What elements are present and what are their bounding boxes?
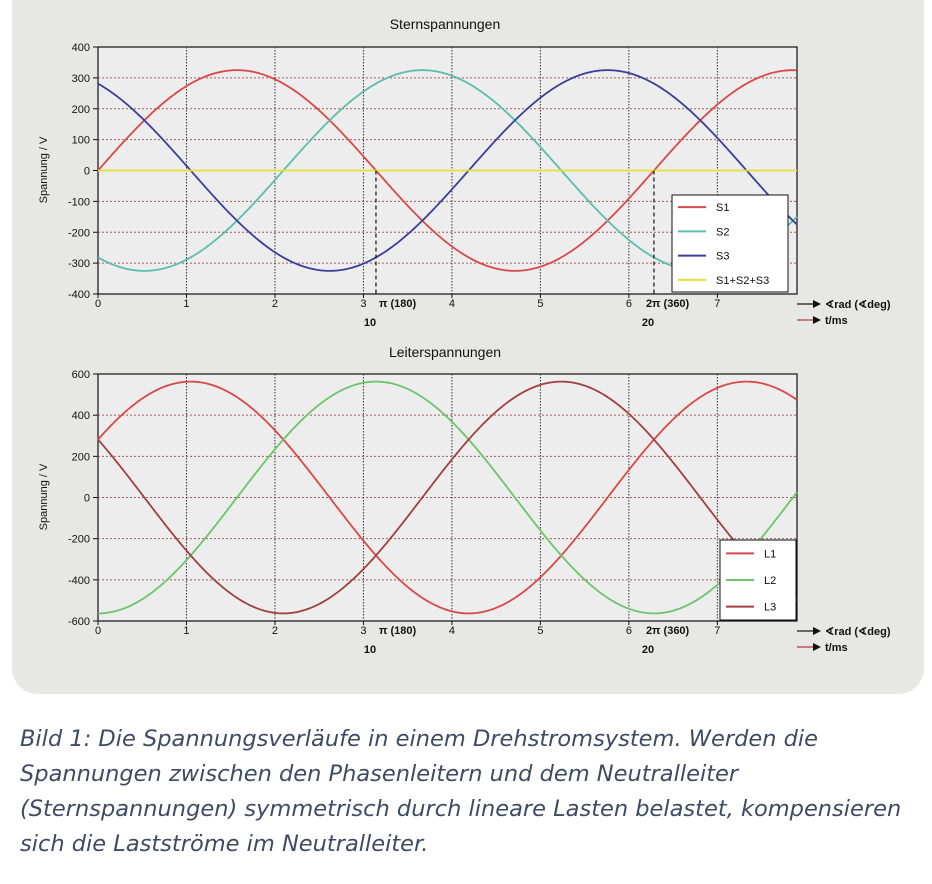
series-s3-line xyxy=(97,69,798,272)
legend-label: S3 xyxy=(716,251,729,263)
x-tick-label: 1 xyxy=(183,298,189,310)
legend-label: L3 xyxy=(764,602,776,614)
y-tick-label: -200 xyxy=(68,227,90,239)
y-tick-label: 100 xyxy=(72,135,90,147)
x-tick-label: 0 xyxy=(95,298,101,310)
x-tick-label: 7 xyxy=(714,625,720,637)
legend-box xyxy=(671,194,789,293)
x-tick-label: 0 xyxy=(95,625,101,637)
x-tick-label: 3 xyxy=(360,298,366,310)
series-l2-line xyxy=(97,380,798,615)
y-tick-label: -400 xyxy=(68,289,90,301)
figure-caption: Bild 1: Die Spannungsverläufe in einem D… xyxy=(20,726,902,857)
chart-title: Leiterspannungen xyxy=(389,344,501,360)
y-tick-label: -300 xyxy=(68,258,90,270)
y-tick-label: 0 xyxy=(84,166,90,178)
ms-20-label: 20 xyxy=(642,317,654,329)
legend-label: S2 xyxy=(716,226,729,238)
rad-axis-arrow-head xyxy=(813,627,821,635)
series-s1-line xyxy=(97,69,798,272)
x-tick-label: 7 xyxy=(714,298,720,310)
x-axis-label-rad: ∢rad (∢deg) xyxy=(825,299,891,311)
chart-2: 600 400 200 0 -200 -400 -600 0 1 2 3 4 5 6 7 π (180) 2π … xyxy=(38,344,891,656)
y-axis-label: Spannung / V xyxy=(38,136,50,203)
x-tick-label: 5 xyxy=(537,625,543,637)
series-l1-line xyxy=(97,380,798,615)
x-axis-label-ms: t/ms xyxy=(825,315,848,327)
legend-label: S1+S2+S3 xyxy=(716,275,769,287)
y-tick-label: 600 xyxy=(72,369,90,381)
x-tick-label: 2 xyxy=(272,298,278,310)
two-pi-marker-label: 2π (360) xyxy=(646,625,690,637)
y-axis-label: Spannung / V xyxy=(38,463,50,530)
y-tick-label: -400 xyxy=(68,575,90,587)
x-axis-label-ms: t/ms xyxy=(825,642,848,654)
legend-label: L2 xyxy=(764,575,776,587)
series-l3-line xyxy=(97,380,798,615)
legend-label: L1 xyxy=(764,548,776,560)
x-tick-label: 3 xyxy=(360,625,366,637)
y-tick-label: -600 xyxy=(68,616,90,628)
y-tick-label: -100 xyxy=(68,196,90,208)
ms-10-label: 10 xyxy=(364,317,376,329)
ms-axis-arrow-head xyxy=(813,316,821,324)
two-pi-marker-label: 2π (360) xyxy=(646,298,690,310)
y-tick-label: 200 xyxy=(72,104,90,116)
legend-label: S1 xyxy=(716,202,729,214)
x-tick-label: 4 xyxy=(449,625,455,637)
x-tick-label: 6 xyxy=(626,298,632,310)
y-tick-label: 300 xyxy=(72,73,90,85)
y-tick-label: 400 xyxy=(72,410,90,422)
legend: L1 L2 L3 xyxy=(719,539,797,621)
y-tick-label: 400 xyxy=(72,42,90,54)
x-tick-label: 1 xyxy=(183,625,189,637)
legend: S1 S2 S3 S1+S2+S3 xyxy=(671,194,789,293)
ms-axis-arrow-head xyxy=(813,643,821,651)
x-tick-label: 6 xyxy=(626,625,632,637)
y-tick-label: 0 xyxy=(84,493,90,505)
y-tick-label: 200 xyxy=(72,451,90,463)
x-tick-label: 2 xyxy=(272,625,278,637)
x-tick-label: 5 xyxy=(537,298,543,310)
rad-axis-arrow-head xyxy=(813,300,821,308)
pi-marker-label: π (180) xyxy=(379,625,416,637)
chart-1: 400 300 200 100 0 -100 -200 -300 -400 0 1 2 3 4 5 6 7 π (… xyxy=(38,16,891,329)
ms-10-label: 10 xyxy=(364,644,376,656)
chart-title: Sternspannungen xyxy=(390,16,501,32)
x-axis-label-rad: ∢rad (∢deg) xyxy=(825,626,891,638)
y-tick-label: -200 xyxy=(68,534,90,546)
ms-20-label: 20 xyxy=(642,644,654,656)
pi-marker-label: π (180) xyxy=(379,298,416,310)
x-tick-label: 4 xyxy=(449,298,455,310)
